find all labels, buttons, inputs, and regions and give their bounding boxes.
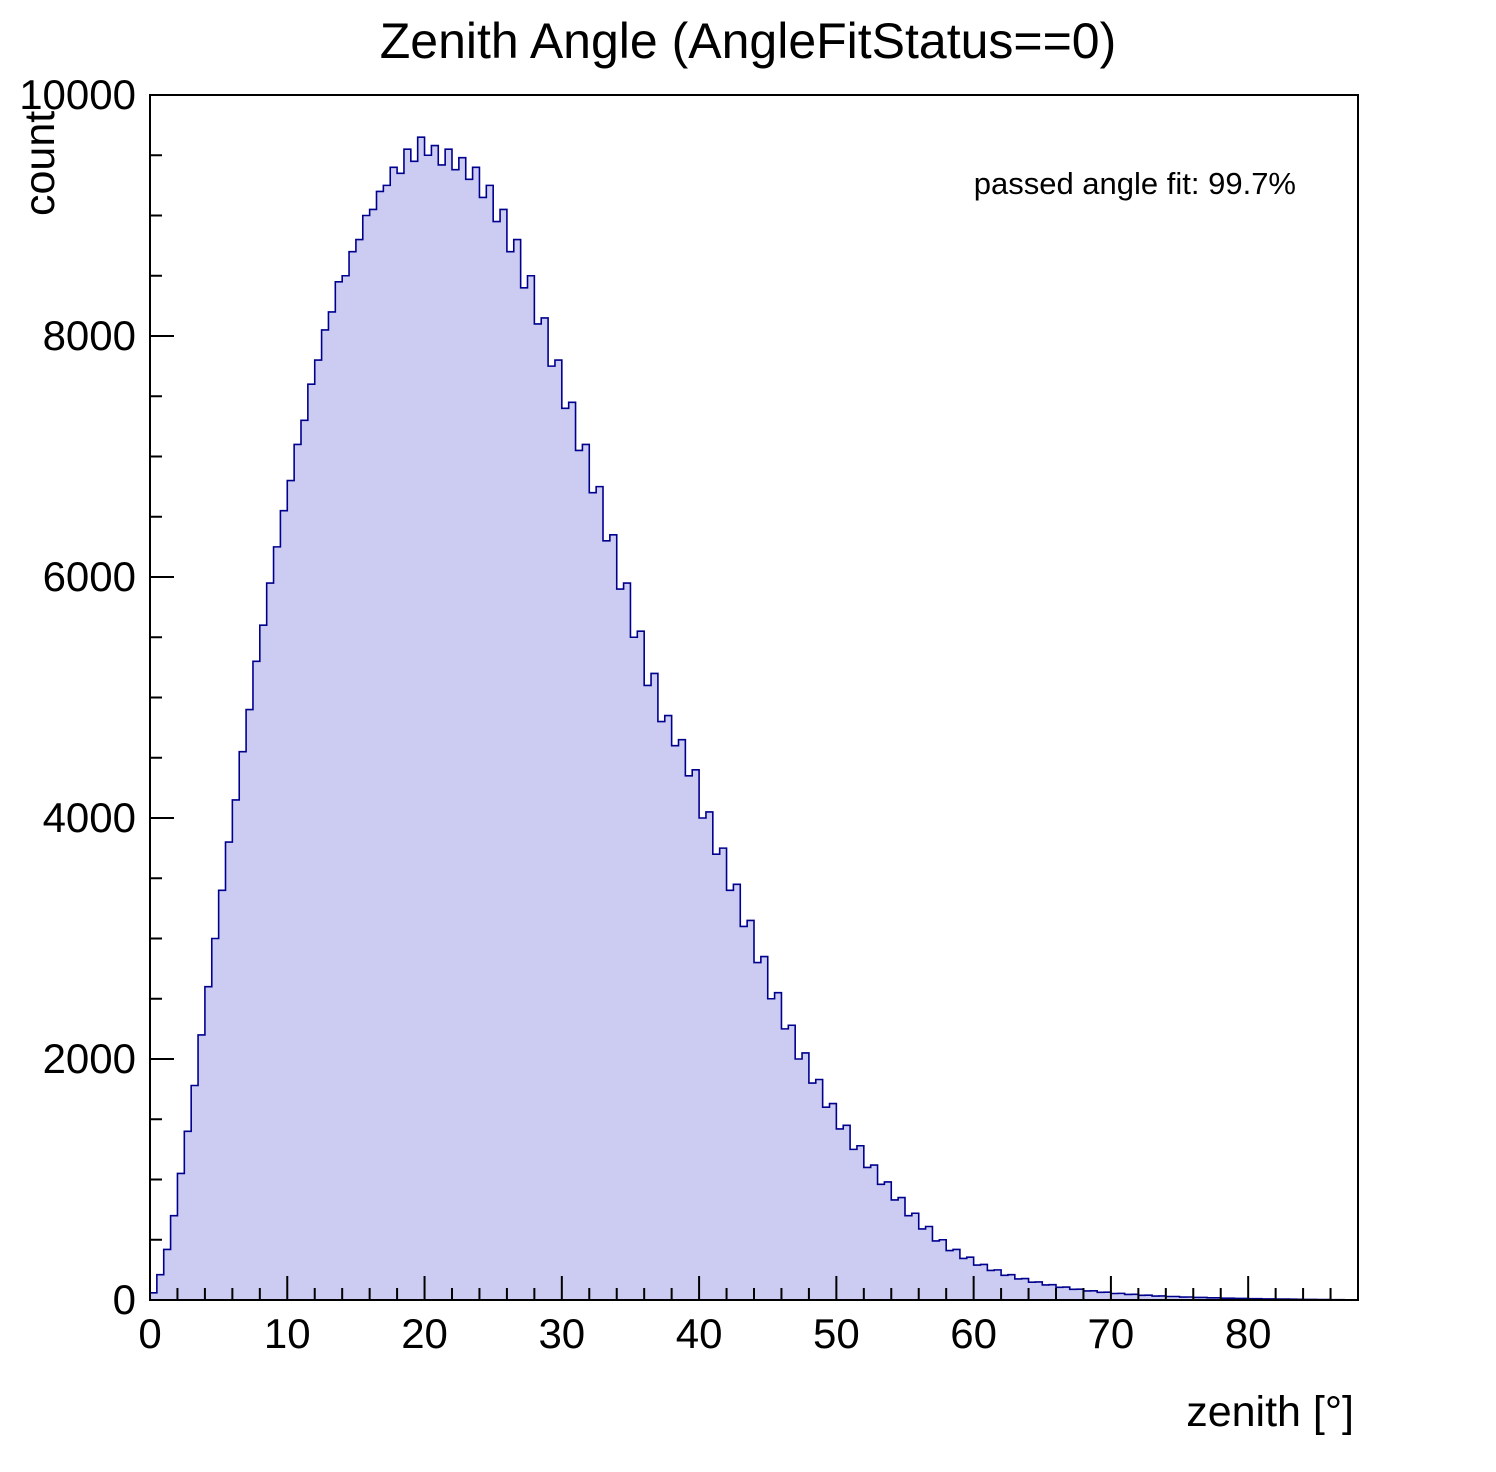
x-axis: 0 10 20 30 40 50 60 70 80 xyxy=(138,1276,1359,1357)
x-tick-label: 20 xyxy=(401,1310,448,1357)
y-tick-label: 4000 xyxy=(43,794,136,841)
y-tick-label: 0 xyxy=(113,1276,136,1323)
y-tick-label: 2000 xyxy=(43,1035,136,1082)
x-tick-label: 80 xyxy=(1225,1310,1272,1357)
x-tick-label: 70 xyxy=(1088,1310,1135,1357)
x-axis-title: zenith [°] xyxy=(1186,1388,1354,1436)
x-tick-label: 60 xyxy=(950,1310,997,1357)
y-tick-label: 8000 xyxy=(43,312,136,359)
y-axis-title: count xyxy=(16,110,64,216)
plot-title: Zenith Angle (AngleFitStatus==0) xyxy=(379,13,1117,69)
x-tick-label: 40 xyxy=(676,1310,723,1357)
y-tick-label: 6000 xyxy=(43,553,136,600)
y-axis: 0 2000 4000 6000 8000 10000 xyxy=(19,71,174,1323)
x-tick-label: 10 xyxy=(264,1310,311,1357)
passed-angle-fit-annotation: passed angle fit: 99.7% xyxy=(973,166,1296,201)
histogram-series xyxy=(149,136,1359,1301)
x-tick-label: 30 xyxy=(538,1310,585,1357)
x-tick-label: 50 xyxy=(813,1310,860,1357)
x-tick-label: 0 xyxy=(138,1310,161,1357)
y-tick-label: 10000 xyxy=(19,71,136,118)
